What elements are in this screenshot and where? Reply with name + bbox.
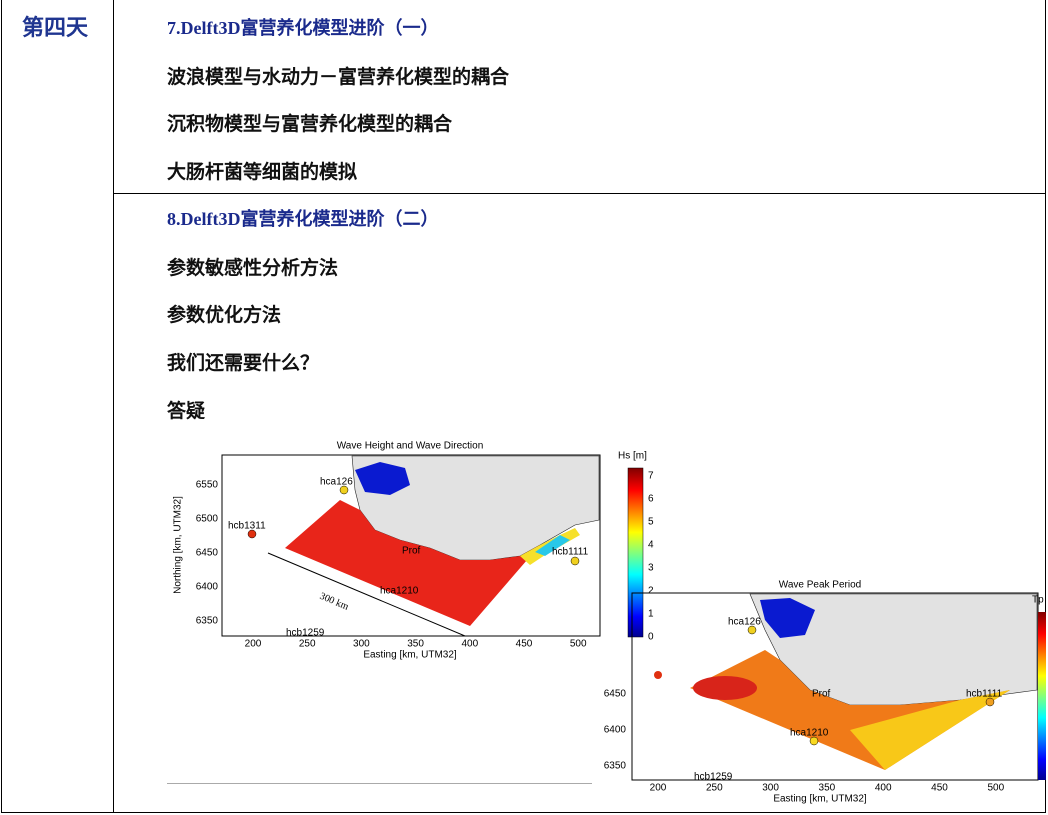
x-tick-label: 350 <box>819 783 836 794</box>
water-blue <box>760 598 815 638</box>
station <box>654 671 662 679</box>
station-label: hcb1111 <box>552 547 589 558</box>
x-tick-label: 250 <box>299 639 316 650</box>
station-label: hca1210 <box>380 586 419 597</box>
station <box>747 625 757 635</box>
distance-arrow <box>267 552 466 637</box>
colorbar <box>627 467 644 638</box>
section-item: 波浪模型与水动力－富营养化模型的耦合 <box>167 66 510 88</box>
station-label: hcb1259 <box>694 772 733 783</box>
x-tick-label: 200 <box>650 783 667 794</box>
x-tick-label: 400 <box>461 639 478 650</box>
station <box>570 556 580 566</box>
colorbar-tick: 3 <box>648 563 654 574</box>
colorbar-tick: 4 <box>648 540 654 551</box>
x-tick-label: 450 <box>931 783 948 794</box>
colorbar <box>1038 612 1046 780</box>
table-border <box>1 0 2 813</box>
y-tick-label: 6450 <box>196 548 219 559</box>
station <box>985 697 995 707</box>
x-tick-label: 500 <box>987 783 1004 794</box>
wave-field <box>285 500 540 626</box>
table-border <box>113 193 1046 194</box>
x-axis-label: Easting [km, UTM32] <box>363 650 457 661</box>
section-title: 7.Delft3D富营养化模型进阶（一） <box>167 18 439 38</box>
colorbar-label: Tp <box>1032 595 1044 606</box>
section-item: 答疑 <box>167 400 206 422</box>
x-tick-label: 300 <box>762 783 779 794</box>
station-label: hcb1259 <box>286 628 325 639</box>
station-label: Prof <box>402 546 421 557</box>
colorbar-tick: 1 <box>648 609 654 620</box>
section-item: 参数优化方法 <box>167 305 282 327</box>
separator <box>167 783 592 784</box>
section-item: 沉积物模型与富营养化模型的耦合 <box>167 114 453 136</box>
colorbar-tick: 2 <box>648 586 654 597</box>
y-axis-label: Northing [km, UTM32] <box>173 496 184 594</box>
table-border <box>1 812 1046 813</box>
x-tick-label: 250 <box>706 783 723 794</box>
colorbar-label: Hs [m] <box>618 451 647 462</box>
y-tick-label: 6400 <box>604 725 627 736</box>
station-label: hcb1311 <box>228 521 266 532</box>
x-tick-label: 300 <box>353 639 370 650</box>
x-tick-label: 350 <box>407 639 424 650</box>
station-label: hcb1111 <box>966 689 1003 700</box>
station-label: hca126 <box>728 617 761 628</box>
y-tick-label: 6350 <box>604 761 627 772</box>
station <box>339 485 349 495</box>
table-border <box>1045 0 1046 813</box>
station-label: Prof <box>812 689 831 700</box>
water-blue <box>355 462 410 495</box>
x-tick-label: 500 <box>570 639 587 650</box>
y-tick-label: 6550 <box>196 480 219 491</box>
y-tick-label: 6500 <box>196 514 219 525</box>
table-border <box>113 0 114 813</box>
figure-title: Wave Height and Wave Direction <box>337 441 484 452</box>
station <box>809 736 819 746</box>
period-max <box>693 676 757 700</box>
coast-strip <box>535 535 570 556</box>
y-tick-label: 6400 <box>196 582 219 593</box>
colorbar-tick: 5 <box>648 517 654 528</box>
colorbar-tick: 7 <box>648 471 654 482</box>
section-item: 大肠杆菌等细菌的模拟 <box>167 162 358 184</box>
station <box>247 529 257 539</box>
section-item: 参数敏感性分析方法 <box>167 257 339 279</box>
section-item: 我们还需要什么？ <box>167 353 320 375</box>
section-title: 8.Delft3D富营养化模型进阶（二） <box>167 209 439 229</box>
day-label: 第四天 <box>22 15 89 40</box>
colorbar-tick: 6 <box>648 494 654 505</box>
figure-title: Wave Peak Period <box>779 580 861 591</box>
colorbar-tick: 0 <box>648 632 654 643</box>
y-tick-label: 6350 <box>196 616 219 627</box>
x-tick-label: 450 <box>516 639 533 650</box>
x-axis-label: Easting [km, UTM32] <box>773 794 867 805</box>
station-label: hca126 <box>320 477 353 488</box>
x-tick-label: 200 <box>245 639 262 650</box>
period-low <box>850 690 1010 770</box>
x-tick-label: 400 <box>875 783 892 794</box>
y-tick-label: 6450 <box>604 689 627 700</box>
station-label: hca1210 <box>790 728 829 739</box>
